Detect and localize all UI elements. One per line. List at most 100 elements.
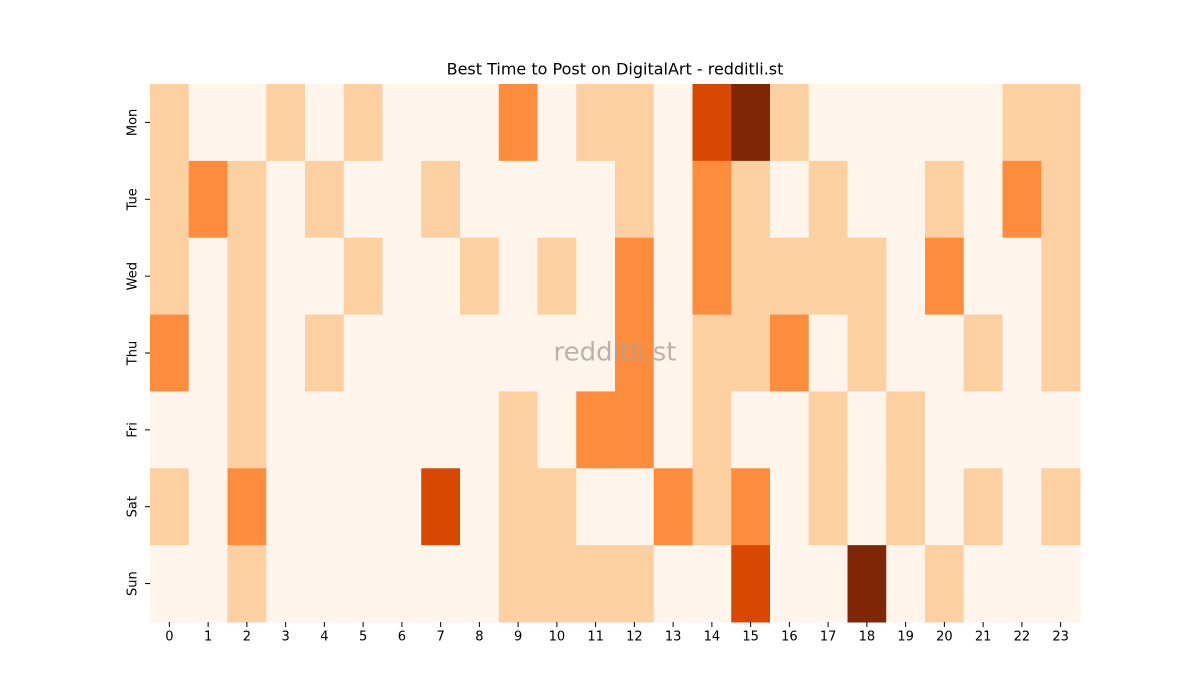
heat-cell — [227, 160, 267, 239]
heat-cell — [382, 160, 422, 239]
heat-cell — [963, 84, 1003, 162]
heat-cell — [847, 545, 887, 623]
heat-cell — [150, 237, 190, 316]
heat-cell — [343, 237, 383, 316]
heat-cell — [963, 314, 1003, 392]
heat-cell — [1002, 468, 1042, 546]
x-tick-label: 1 — [204, 630, 212, 645]
heat-cell — [305, 237, 345, 316]
x-tick-label: 4 — [320, 630, 328, 645]
heat-cell — [615, 314, 655, 392]
heat-cell — [925, 314, 965, 392]
heat-cell — [925, 160, 965, 239]
heat-cell — [692, 391, 732, 469]
x-tick-label: 3 — [281, 630, 289, 645]
heat-cell — [421, 237, 461, 316]
heat-cell — [421, 468, 461, 546]
heat-cell — [421, 160, 461, 239]
heat-cell — [808, 237, 848, 316]
heat-cell — [653, 160, 693, 239]
heat-cell — [847, 468, 887, 546]
heat-cell — [382, 545, 422, 623]
x-tick-label: 16 — [781, 630, 798, 645]
heat-cell — [770, 545, 810, 623]
x-tick-label: 6 — [398, 630, 406, 645]
heat-cell — [343, 84, 383, 162]
heat-cell — [382, 237, 422, 316]
heat-cell — [1041, 391, 1081, 469]
heat-cell — [1041, 84, 1081, 162]
heat-cell — [692, 160, 732, 239]
y-tick-label: Thu — [126, 341, 141, 366]
heat-cell — [266, 468, 306, 546]
x-tick-label: 19 — [897, 630, 914, 645]
x-tick-label: 12 — [626, 630, 643, 645]
x-tick-label: 9 — [514, 630, 522, 645]
heat-cell — [653, 545, 693, 623]
heat-cell — [305, 468, 345, 546]
heat-cell — [227, 237, 267, 316]
heat-cell — [770, 84, 810, 162]
heat-cell — [266, 314, 306, 392]
heat-cell — [537, 84, 577, 162]
heat-cell — [731, 314, 771, 392]
heat-cell — [963, 237, 1003, 316]
heat-cell — [460, 391, 500, 469]
watermark: redditli.st — [554, 338, 677, 368]
heat-cell — [653, 237, 693, 316]
heat-cell — [227, 468, 267, 546]
heat-cell — [731, 237, 771, 316]
heat-cell — [847, 391, 887, 469]
heat-cell — [576, 84, 616, 162]
heat-cell — [227, 545, 267, 623]
heat-cell — [460, 314, 500, 392]
heat-cell — [808, 314, 848, 392]
heat-cell — [421, 84, 461, 162]
heat-cell — [925, 468, 965, 546]
heat-cell — [653, 391, 693, 469]
x-tick-label: 15 — [742, 630, 759, 645]
heat-cell — [498, 160, 538, 239]
heat-cell — [963, 391, 1003, 469]
heat-cell — [150, 545, 190, 623]
heat-cell — [1002, 237, 1042, 316]
heat-cell — [808, 160, 848, 239]
heat-cell — [188, 160, 228, 239]
heat-cell — [615, 545, 655, 623]
heat-cell — [460, 545, 500, 623]
heat-cell — [1041, 468, 1081, 546]
heat-cell — [847, 237, 887, 316]
heat-cell — [653, 84, 693, 162]
heat-cell — [150, 314, 190, 392]
heat-cell — [305, 314, 345, 392]
heat-cell — [808, 545, 848, 623]
heat-cell — [305, 84, 345, 162]
heat-cell — [537, 545, 577, 623]
heat-cell — [227, 314, 267, 392]
heat-cell — [692, 314, 732, 392]
heat-cell — [847, 84, 887, 162]
heat-cell — [576, 391, 616, 469]
heat-cell — [576, 468, 616, 546]
heat-cell — [498, 237, 538, 316]
heat-cell — [963, 468, 1003, 546]
heat-cell — [382, 314, 422, 392]
heat-cell — [150, 84, 190, 162]
heat-cell — [770, 391, 810, 469]
heat-cell — [150, 468, 190, 546]
heat-cell — [615, 84, 655, 162]
heat-cell — [343, 160, 383, 239]
heat-cell — [653, 314, 693, 392]
heat-cell — [1041, 314, 1081, 392]
heat-cell — [266, 160, 306, 239]
heat-cell — [847, 160, 887, 239]
heat-cell — [266, 545, 306, 623]
y-tick-label: Wed — [126, 262, 141, 290]
heat-cell — [305, 160, 345, 239]
heat-cell — [731, 391, 771, 469]
x-tick-label: 11 — [587, 630, 604, 645]
heat-cell — [498, 84, 538, 162]
heat-cell — [731, 545, 771, 623]
heat-cell — [188, 84, 228, 162]
